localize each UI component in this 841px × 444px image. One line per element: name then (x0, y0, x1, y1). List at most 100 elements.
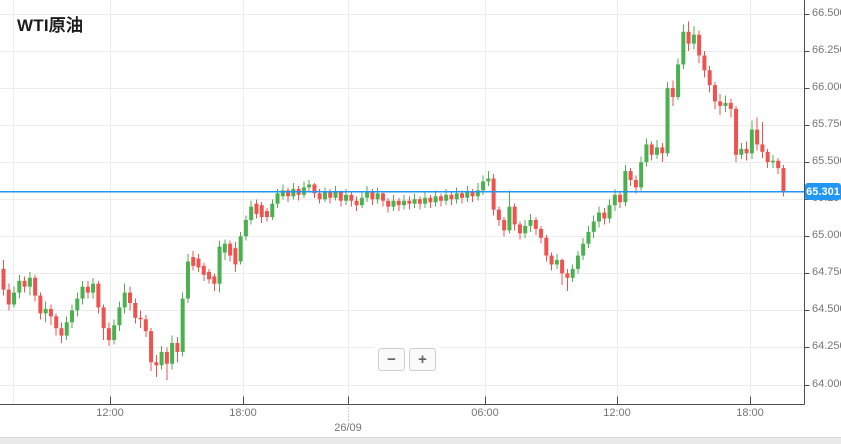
candle-body (697, 34, 702, 56)
candle-body (38, 295, 43, 314)
candle-body (80, 286, 85, 299)
candle-body (185, 261, 190, 299)
candle-body (749, 129, 754, 154)
candle-body (507, 206, 512, 231)
x-axis-date-label: 26/09 (334, 422, 362, 434)
candle-body (544, 237, 549, 256)
candle-body (554, 260, 559, 265)
candle-body (718, 101, 723, 106)
candle-body (344, 194, 349, 201)
candle-body (54, 316, 59, 329)
zoom-out-button[interactable]: − (378, 348, 405, 371)
candle-body (512, 206, 517, 225)
y-axis-label: 64.500 (812, 303, 841, 316)
candle-body (449, 194, 454, 200)
candle-body (707, 70, 712, 86)
candle-body (491, 178, 496, 210)
candle-body (75, 298, 80, 311)
candle-body (539, 228, 544, 238)
candle-body (618, 194, 623, 203)
candle-body (180, 298, 185, 352)
candle-body (781, 168, 786, 192)
candle-body (122, 292, 127, 308)
candle-body (623, 171, 628, 203)
y-axis-label: 64.000 (812, 377, 841, 390)
candle-body (354, 200, 359, 206)
candle-body (649, 144, 654, 155)
candle-body (201, 265, 206, 275)
candle-body (312, 184, 317, 194)
candle-body (43, 308, 48, 314)
candle-body (523, 225, 528, 234)
candle-body (375, 193, 380, 200)
candle-body (502, 219, 507, 231)
candle-body (633, 179, 638, 188)
x-axis-label: 12:00 (603, 407, 631, 419)
candle-body (517, 224, 522, 234)
candle-body (238, 236, 243, 262)
y-axis-label: 65.000 (812, 229, 841, 242)
candle-body (59, 328, 64, 336)
candle-body (533, 219, 538, 229)
candle-body (117, 307, 122, 326)
zoom-controls: − + (374, 345, 440, 376)
candle-body (528, 219, 533, 226)
candle-body (280, 190, 285, 197)
y-axis-label: 64.250 (812, 340, 841, 353)
candle-body (438, 196, 443, 201)
candle-body (444, 194, 449, 201)
candle-body (660, 147, 665, 154)
candle-body (106, 328, 111, 341)
y-axis-label: 65.750 (812, 118, 841, 131)
candle-body (770, 160, 775, 163)
candle-body (370, 191, 375, 200)
candle-body (586, 231, 591, 244)
candle-body (112, 325, 117, 341)
candle-body (275, 193, 280, 204)
candle-body (96, 283, 101, 308)
candle-body (755, 129, 760, 145)
candle-body (496, 209, 501, 220)
candle-body (349, 194, 354, 201)
candle-body (433, 196, 438, 203)
candle-body (359, 197, 364, 206)
candle-body (85, 286, 90, 293)
candle-body (143, 319, 148, 332)
candle-body (233, 248, 238, 265)
candle-body (222, 243, 227, 253)
y-axis-label: 66.250 (812, 44, 841, 57)
candle-body (591, 221, 596, 232)
candle-body (333, 191, 338, 198)
candle-body (1, 268, 6, 290)
candle-body (602, 212, 607, 219)
candle-body (149, 331, 154, 363)
candle-body (723, 102, 728, 106)
candle-body (254, 203, 259, 215)
y-axis-label: 64.750 (812, 266, 841, 279)
candle-body (417, 199, 422, 204)
candle-body (207, 271, 212, 280)
candle-body (597, 212, 602, 222)
candle-body (570, 268, 575, 278)
candle-body (196, 258, 201, 268)
candle-body (423, 197, 428, 204)
candle-body (265, 211, 269, 218)
candle-body (739, 148, 744, 155)
zoom-in-button[interactable]: + (409, 348, 436, 371)
candle-body (639, 162, 644, 188)
candle-body (17, 280, 22, 293)
candle-body (676, 64, 681, 97)
bottom-bar (0, 437, 841, 444)
candle-body (27, 277, 32, 287)
x-axis-label: 12:00 (96, 407, 124, 419)
candle-body (607, 205, 612, 219)
candle-body (70, 310, 75, 323)
candle-body (322, 191, 327, 200)
candle-body (317, 193, 322, 200)
candle-body (612, 194, 617, 206)
candle-body (217, 246, 222, 284)
candle-body (386, 200, 391, 207)
candle-body (712, 85, 717, 102)
